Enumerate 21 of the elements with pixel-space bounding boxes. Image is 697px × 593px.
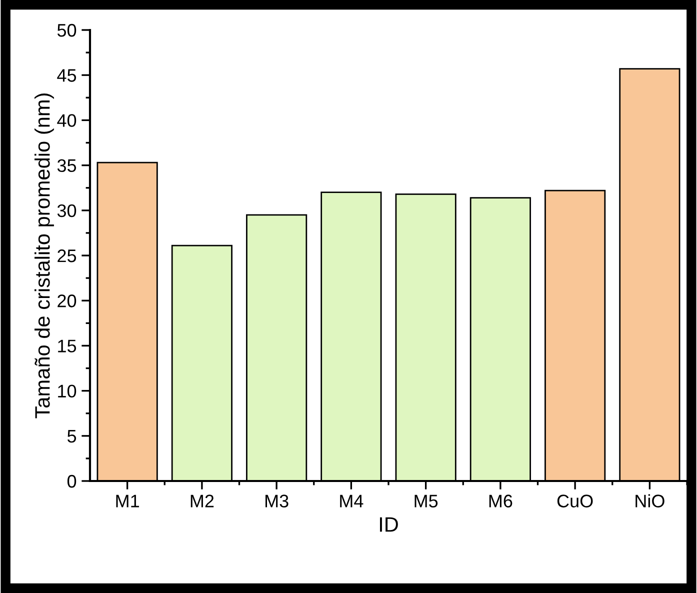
y-tick-label: 15 [58, 340, 76, 352]
y-tick-label: 0 [67, 474, 76, 488]
x-axis-title: ID [380, 517, 398, 532]
y-tick-label: 40 [57, 114, 76, 127]
x-tick-label: M1 [116, 494, 139, 508]
x-tick-label: NiO [636, 494, 664, 508]
x-tick-label: CuO [557, 494, 593, 508]
y-tick-label: 30 [57, 204, 76, 218]
x-tick-label: M3 [266, 494, 288, 508]
y-tick-label: 10 [58, 384, 76, 398]
y-axis-title: Tamaño de cristalito promedio (nm) [34, 94, 54, 418]
y-tick-label: 50 [57, 24, 76, 37]
y-tick-label: 5 [67, 430, 76, 443]
y-tick-label: 35 [57, 159, 76, 172]
y-tick-label: 45 [57, 69, 76, 82]
y-tick-label: 25 [58, 249, 76, 262]
x-tick-label: M6 [489, 494, 512, 508]
x-tick-label: M5 [414, 494, 438, 508]
x-tick-label: M2 [190, 494, 214, 508]
x-tick-label: M4 [340, 494, 364, 508]
y-tick-label: 20 [58, 294, 76, 308]
